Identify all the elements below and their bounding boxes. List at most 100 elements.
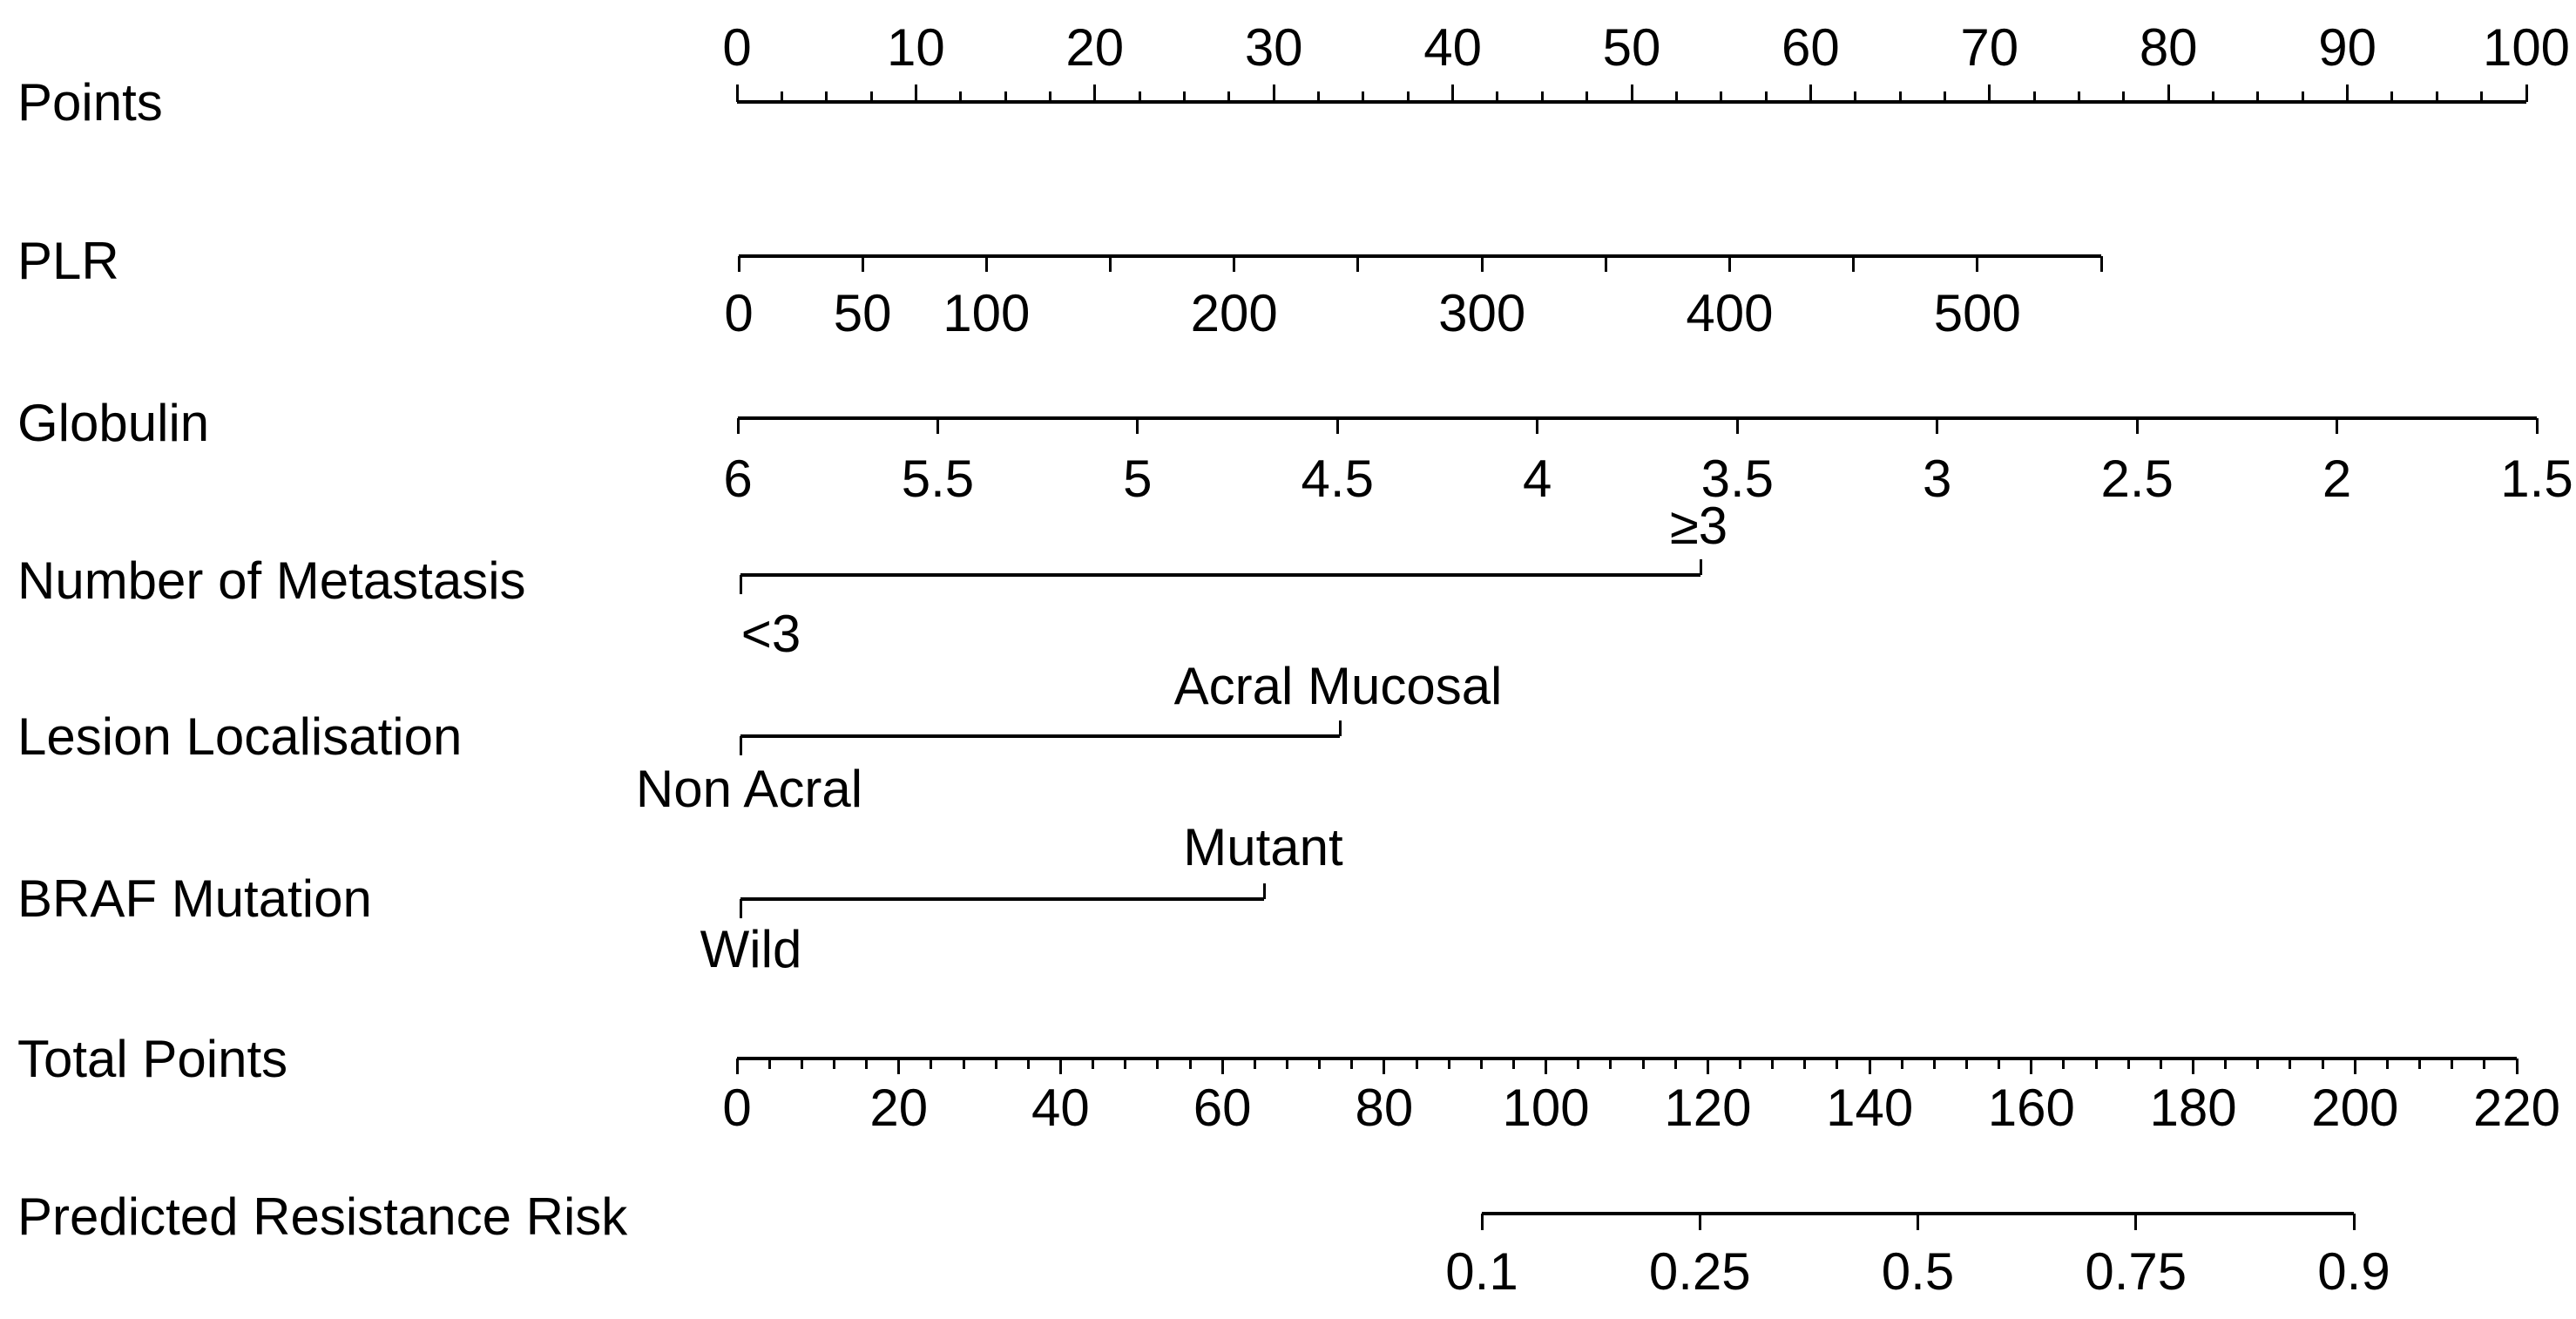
- tick-metastasis-lt3: [739, 575, 742, 594]
- tick-globulin: [2535, 418, 2539, 434]
- tick-total-points: [1479, 1059, 1483, 1069]
- option-label-braf-wild: Wild: [700, 920, 802, 978]
- option-label-lesion-non-acral: Non Acral: [635, 760, 863, 818]
- tick-total-points: [2385, 1059, 2389, 1069]
- tick-total-points: [962, 1059, 965, 1069]
- axis-line-points: [737, 100, 2526, 104]
- tick-points: [2122, 91, 2126, 102]
- tick-points: [1630, 85, 1633, 102]
- tick-label-total-points-160: 160: [1987, 1079, 2075, 1137]
- tick-total-points: [1900, 1059, 1903, 1069]
- tick-points: [2301, 91, 2304, 102]
- tick-points: [959, 91, 963, 102]
- tick-plr: [1727, 256, 1731, 272]
- tick-label-total-points-60: 60: [1193, 1079, 1252, 1137]
- tick-total-points: [1383, 1059, 1386, 1074]
- tick-label-points-100: 100: [2482, 18, 2571, 77]
- tick-risk: [1480, 1214, 1484, 1230]
- tick-total-points: [1124, 1059, 1127, 1069]
- tick-label-total-points-40: 40: [1031, 1079, 1090, 1137]
- tick-points: [1809, 85, 1812, 102]
- tick-points: [2212, 91, 2215, 102]
- tick-risk: [1917, 1214, 1919, 1230]
- tick-total-points: [2256, 1059, 2260, 1069]
- option-label-metastasis-lt3: <3: [740, 605, 801, 663]
- row-label-metastasis: Number of Metastasis: [17, 551, 526, 610]
- tick-label-points-10: 10: [887, 18, 945, 77]
- row-label-lesion: Lesion Localisation: [17, 707, 463, 766]
- tick-label-total-points-180: 180: [2149, 1079, 2237, 1137]
- tick-total-points: [1998, 1059, 2001, 1069]
- tick-plr: [1233, 256, 1236, 272]
- tick-total-points: [1609, 1059, 1613, 1069]
- tick-total-points: [2159, 1059, 2162, 1069]
- tick-risk: [2134, 1214, 2138, 1230]
- tick-points: [2390, 91, 2394, 102]
- tick-metastasis-ge3: [1699, 559, 1702, 575]
- tick-total-points: [2126, 1059, 2130, 1069]
- tick-total-points: [1511, 1059, 1515, 1069]
- tick-points: [1764, 91, 1768, 102]
- tick-points: [1854, 91, 1857, 102]
- tick-label-plr-300: 300: [1438, 284, 1526, 342]
- tick-total-points: [1803, 1059, 1807, 1069]
- tick-total-points: [1350, 1059, 1354, 1069]
- tick-label-total-points-0: 0: [722, 1079, 752, 1137]
- tick-globulin: [1335, 418, 1339, 434]
- tick-globulin: [2135, 418, 2139, 434]
- tick-total-points: [1415, 1059, 1418, 1069]
- tick-total-points: [2483, 1059, 2486, 1069]
- tick-points: [1048, 91, 1051, 102]
- row-label-total-points: Total Points: [17, 1030, 288, 1088]
- tick-total-points: [1220, 1059, 1224, 1074]
- tick-plr: [1604, 256, 1607, 272]
- tick-points: [1317, 91, 1321, 102]
- tick-points: [2078, 91, 2080, 102]
- tick-points: [2346, 85, 2350, 102]
- tick-label-total-points-200: 200: [2311, 1079, 2399, 1137]
- tick-label-points-90: 90: [2318, 18, 2377, 77]
- tick-total-points: [2224, 1059, 2228, 1069]
- tick-total-points: [1641, 1059, 1645, 1069]
- tick-label-globulin-3.5: 3.5: [1700, 450, 1775, 508]
- tick-points: [914, 85, 917, 102]
- tick-total-points: [2418, 1059, 2422, 1069]
- tick-label-total-points-20: 20: [869, 1079, 929, 1137]
- tick-braf-mutant: [1262, 883, 1266, 899]
- option-label-metastasis-ge3: ≥3: [1669, 497, 1728, 555]
- tick-total-points: [1932, 1059, 1936, 1069]
- tick-total-points: [832, 1059, 835, 1069]
- tick-points: [1406, 91, 1410, 102]
- row-label-plr: PLR: [17, 232, 119, 290]
- tick-label-total-points-140: 140: [1826, 1079, 1914, 1137]
- tick-globulin: [1735, 418, 1739, 434]
- tick-risk: [1698, 1214, 1701, 1230]
- tick-total-points: [1026, 1059, 1030, 1069]
- tick-total-points: [897, 1059, 901, 1074]
- tick-points: [735, 85, 739, 102]
- tick-total-points: [1706, 1059, 1709, 1074]
- tick-label-plr-400: 400: [1686, 284, 1774, 342]
- tick-total-points: [2289, 1059, 2292, 1069]
- tick-total-points: [865, 1059, 869, 1069]
- tick-points: [1540, 91, 1544, 102]
- tick-total-points: [1253, 1059, 1256, 1069]
- tick-points: [2480, 91, 2484, 102]
- tick-points: [1943, 91, 1946, 102]
- tick-plr: [737, 256, 740, 272]
- tick-label-risk-0.75: 0.75: [2085, 1242, 2187, 1301]
- tick-total-points: [1058, 1059, 1062, 1074]
- tick-points: [1183, 91, 1186, 102]
- tick-label-points-0: 0: [722, 18, 752, 77]
- tick-points: [2435, 91, 2438, 102]
- tick-total-points: [2451, 1059, 2454, 1069]
- tick-label-risk-0.9: 0.9: [2317, 1242, 2390, 1301]
- tick-total-points: [767, 1059, 771, 1069]
- tick-total-points: [1188, 1059, 1192, 1069]
- row-label-risk: Predicted Resistance Risk: [17, 1187, 628, 1246]
- tick-points: [1138, 91, 1141, 102]
- tick-label-globulin-6: 6: [723, 450, 753, 508]
- tick-total-points: [1965, 1059, 1969, 1069]
- tick-lesion-acral-mucosal: [1338, 720, 1342, 736]
